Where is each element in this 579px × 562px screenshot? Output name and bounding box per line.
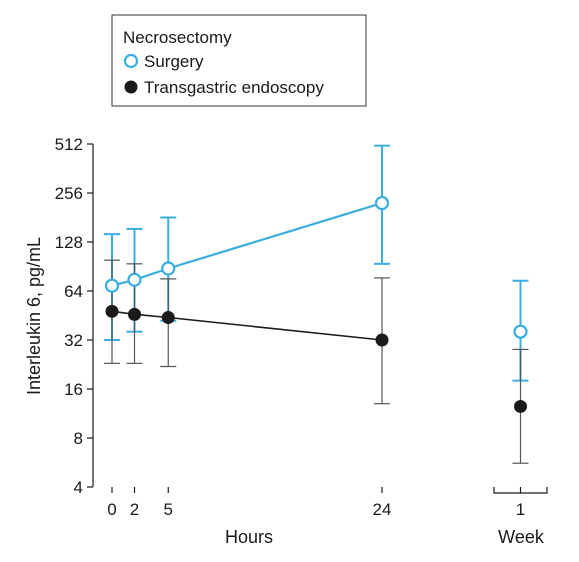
- data-point-endoscopy: [105, 304, 119, 318]
- data-point-surgery: [104, 278, 120, 293]
- data-point-endoscopy: [375, 333, 389, 347]
- x-axis-hours: 0 2 5 24 Hours: [107, 487, 391, 547]
- y-tick-label: 4: [74, 478, 83, 497]
- x-axis-label-hours: Hours: [225, 527, 273, 547]
- data-point-surgery: [374, 195, 390, 211]
- legend-label-surgery: Surgery: [144, 52, 204, 71]
- x-axis-week: 1 Week: [493, 487, 548, 547]
- x-tick-label: 24: [373, 500, 392, 519]
- legend-marker-endoscopy: [124, 80, 138, 94]
- y-tick-label: 16: [64, 380, 83, 399]
- x-tick-label: 1: [516, 500, 525, 519]
- legend-label-endoscopy: Transgastric endoscopy: [144, 78, 324, 97]
- y-tick-label: 64: [64, 282, 83, 301]
- data-point-surgery: [513, 324, 528, 339]
- data-point-endoscopy: [514, 399, 527, 413]
- legend-box: [111, 14, 367, 107]
- x-tick-label: 5: [164, 500, 173, 519]
- points: [104, 195, 528, 413]
- y-tick-label: 8: [74, 429, 83, 448]
- series-lines: [111, 202, 383, 341]
- y-axis: 4 8 16 32 64 128 256 512 Interleukin 6, pg/mL: [24, 135, 94, 497]
- y-tick-label: 128: [55, 233, 83, 252]
- series-line-surgery: [111, 202, 383, 287]
- x-axis-label-week: Week: [498, 527, 545, 547]
- data-point-surgery: [127, 272, 142, 287]
- legend-marker-surgery: [123, 53, 139, 69]
- data-point-endoscopy: [161, 310, 175, 324]
- y-ticks: 4 8 16 32 64 128 256 512: [55, 135, 93, 497]
- y-tick-label: 32: [64, 331, 83, 350]
- x-tick-label: 0: [107, 500, 116, 519]
- y-tick-label: 512: [55, 135, 83, 154]
- series-line-endoscopy: [111, 310, 383, 341]
- legend-title: Necrosectomy: [123, 28, 232, 47]
- x-tick-label: 2: [130, 500, 139, 519]
- x-ticks-week: 1: [516, 487, 525, 519]
- data-point-surgery: [161, 261, 176, 276]
- error-bars: [104, 144, 529, 464]
- legend: Necrosectomy Surgery Transgastric endosc…: [111, 14, 367, 107]
- y-tick-label: 256: [55, 184, 83, 203]
- data-point-endoscopy: [128, 307, 141, 321]
- x-ticks-hours: 0 2 5 24: [107, 487, 391, 519]
- y-axis-label: Interleukin 6, pg/mL: [24, 237, 44, 395]
